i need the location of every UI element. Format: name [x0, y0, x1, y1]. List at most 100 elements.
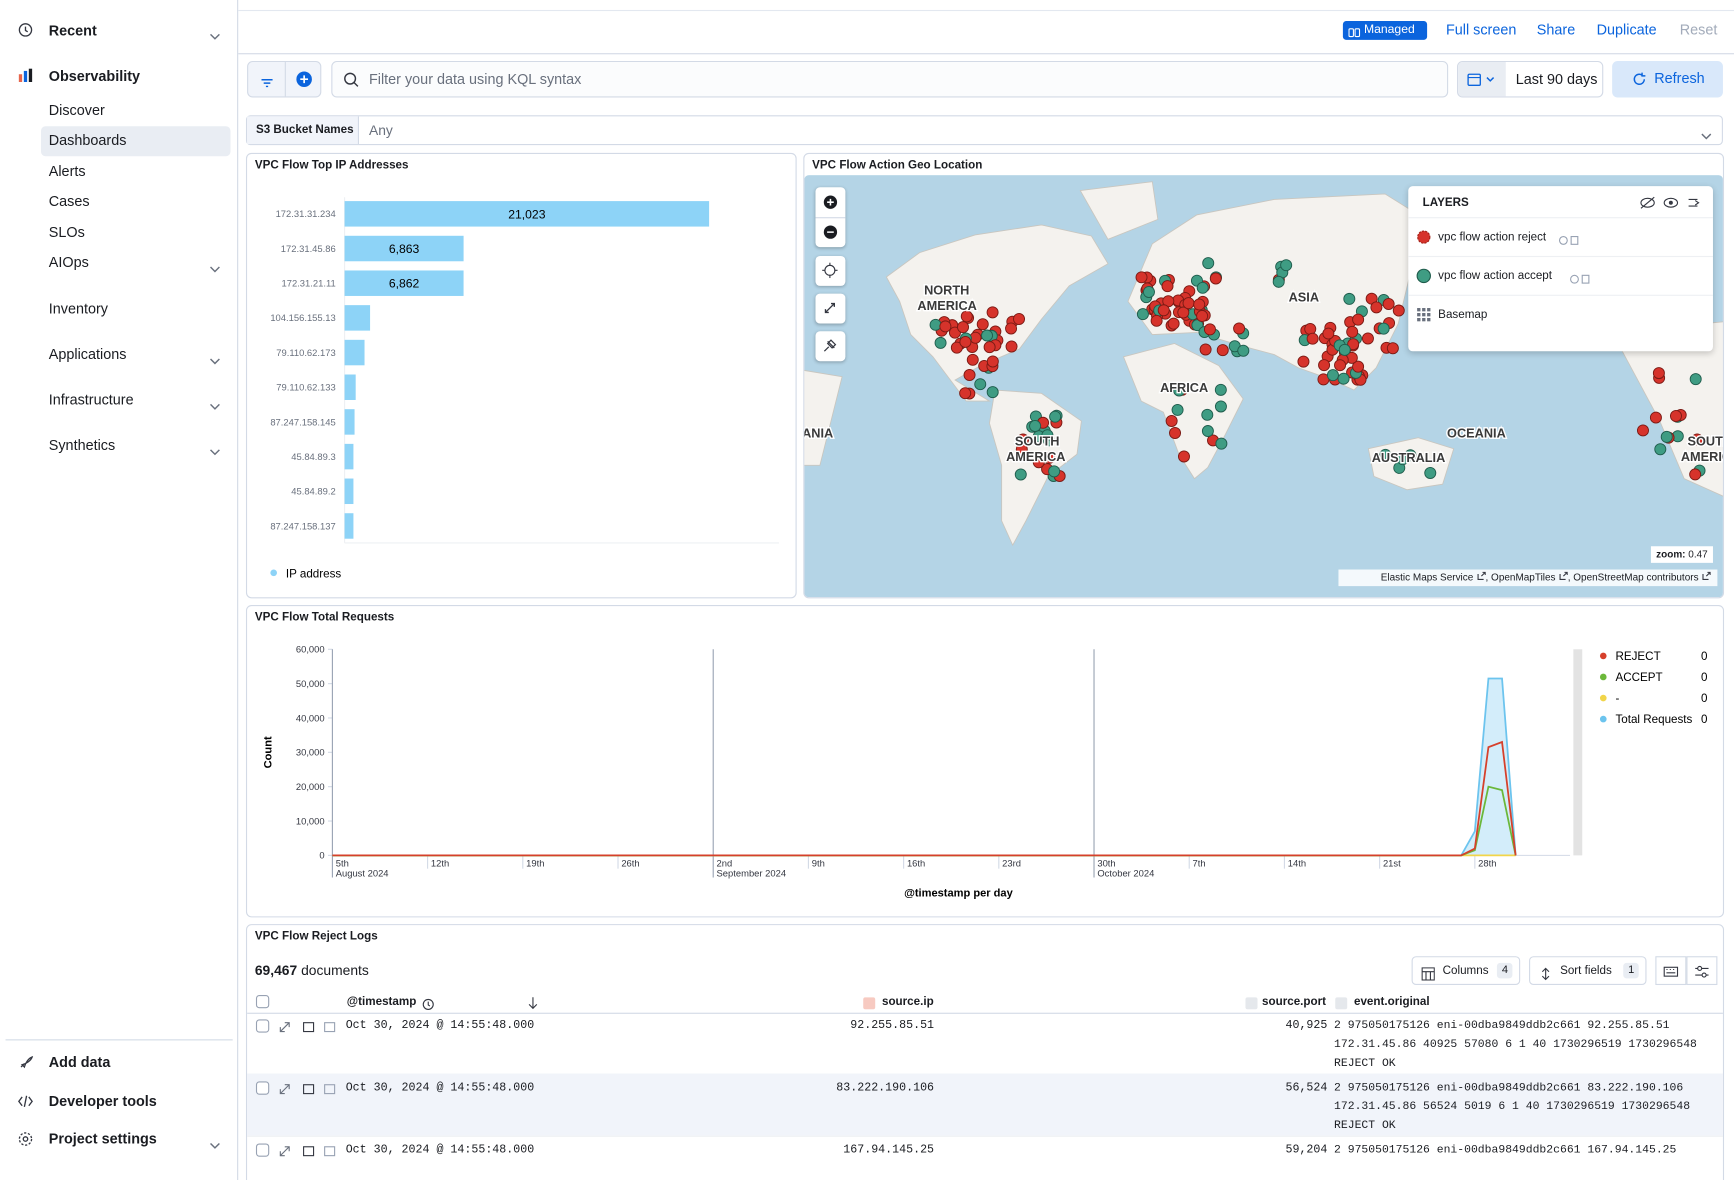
checkbox[interactable]	[255, 1143, 270, 1157]
attribution-link[interactable]: OpenStreetMap contributors	[1573, 571, 1699, 583]
attribution-link[interactable]: OpenMapTiles	[1491, 571, 1556, 583]
zoom-out	[823, 225, 838, 245]
nav-item[interactable]: AIOps	[48, 253, 89, 271]
search-icon-part	[344, 72, 359, 87]
cell-timestamp: Oct 30, 2024 @ 14:55:48.000	[345, 1081, 535, 1095]
options-control[interactable]: S3 Bucket Names Any	[245, 115, 1723, 146]
layer-icon-part	[1422, 313, 1426, 317]
map-control[interactable]	[815, 331, 846, 362]
footer-icon-part	[20, 1055, 34, 1069]
column-header[interactable]: event.original	[1353, 994, 1430, 1009]
nav-item[interactable]: Recent	[48, 22, 97, 39]
zoom-in-part	[827, 198, 834, 206]
search-icon-part	[344, 72, 357, 85]
layers-actions-part	[1663, 197, 1679, 208]
layer-icon-part	[1427, 308, 1431, 312]
nav-item[interactable]: Developer tools	[48, 1092, 157, 1110]
hit-count-value: 69,467	[254, 962, 298, 979]
nav-item[interactable]: Cases	[48, 192, 90, 210]
nav-item[interactable]: Inventory	[48, 300, 109, 317]
cell-source-ip: 83.222.190.106	[836, 1081, 935, 1095]
date-picker[interactable]: Last 90 days	[1457, 60, 1604, 98]
button-icon-part	[1421, 967, 1435, 981]
footer-icon-part	[18, 1095, 33, 1108]
chevron	[209, 1136, 220, 1149]
layer-name[interactable]: Basemap	[1438, 308, 1488, 322]
map-control[interactable]	[815, 187, 846, 248]
nav-item[interactable]: Observability	[48, 67, 141, 85]
nav-item[interactable]: SLOs	[48, 223, 85, 241]
chevron-part	[210, 449, 220, 456]
footer-icon	[18, 1055, 34, 1076]
table-icon-button[interactable]	[1655, 956, 1687, 986]
footer-icon-part	[18, 1132, 33, 1146]
chevron-part	[210, 1142, 220, 1149]
icon-part	[1663, 966, 1679, 977]
map-control[interactable]	[815, 255, 846, 286]
header-action[interactable]: Duplicate	[1596, 21, 1657, 38]
button-icon	[1421, 964, 1435, 991]
filter-icon-part	[261, 79, 273, 88]
nav-item[interactable]: Add data	[48, 1053, 111, 1071]
row-actions-part	[303, 1146, 315, 1157]
layer-meta-icons-part	[1570, 236, 1579, 245]
nav-item[interactable]: Discover	[48, 101, 105, 119]
row-highlight	[247, 1073, 1723, 1136]
column-header[interactable]: source.port	[1262, 994, 1327, 1009]
attribution-link[interactable]: Elastic Maps Service	[1380, 571, 1474, 583]
footer-icon-part	[18, 1132, 33, 1146]
nav-item[interactable]: Synthetics	[48, 436, 116, 454]
panel-title: VPC Flow Total Requests	[254, 610, 395, 624]
chevron-part	[210, 403, 220, 410]
header-action[interactable]: Reset	[1679, 21, 1718, 38]
map-tool-icon-part	[823, 339, 837, 352]
footer-icon	[18, 1094, 34, 1115]
layer-icon	[1416, 268, 1432, 289]
column-header[interactable]: @timestamp	[346, 994, 417, 1009]
table-button[interactable]: Columns 4	[1411, 956, 1521, 986]
checkbox[interactable]	[255, 994, 270, 1009]
row-actions-part	[279, 1146, 336, 1157]
chevron-part	[210, 403, 220, 410]
date-quick-menu	[1458, 62, 1506, 97]
external-icon-part	[1702, 571, 1711, 581]
nav-item[interactable]: Infrastructure	[48, 391, 134, 408]
nav-item[interactable]: Applications	[48, 345, 127, 363]
attribution: Elastic Maps Service, OpenMapTiles, Open…	[1338, 569, 1718, 587]
checkbox[interactable]	[255, 1019, 270, 1033]
layer-icon-part	[1427, 317, 1431, 322]
layer-icon-part	[1417, 308, 1431, 322]
layer-name[interactable]: vpc flow action accept	[1438, 269, 1552, 283]
layers-actions	[1640, 195, 1704, 215]
cell-event-original: 2 975050175126 eni-00dba9849ddb2c661 83.…	[1334, 1081, 1691, 1133]
header-action[interactable]: Share	[1536, 21, 1576, 38]
filter-buttons[interactable]	[247, 60, 322, 98]
header-action[interactable]: Full screen	[1445, 21, 1517, 38]
map-tool-icon-part	[822, 262, 838, 279]
table-icon-button[interactable]	[1686, 956, 1718, 986]
external-icon-part	[1702, 571, 1711, 581]
map-control[interactable]	[815, 293, 846, 324]
table-button[interactable]: Sort fields 1	[1529, 956, 1647, 986]
chevron-part	[210, 358, 220, 365]
cell-source-port: 59,204	[1285, 1143, 1328, 1157]
button-icon-part	[1422, 971, 1435, 981]
cell-timestamp: Oct 30, 2024 @ 14:55:48.000	[345, 1019, 535, 1033]
icon-part	[1666, 968, 1676, 974]
clock-icon-part	[427, 1001, 431, 1007]
map-tool-icon	[822, 262, 838, 284]
badge-icon-part	[1348, 28, 1361, 38]
row-actions-part	[324, 1084, 336, 1095]
column-header[interactable]: source.ip	[881, 994, 934, 1009]
clock-icon	[422, 996, 434, 1016]
zoom-in	[823, 195, 838, 215]
nav-item[interactable]: Dashboards	[48, 131, 127, 149]
checkbox[interactable]	[255, 1081, 270, 1095]
layer-name[interactable]: vpc flow action reject	[1438, 230, 1547, 244]
nav-item[interactable]: Alerts	[48, 162, 86, 180]
refresh-button[interactable]: Refresh	[1612, 60, 1723, 98]
nav-item[interactable]: Project settings	[48, 1130, 157, 1147]
search-input[interactable]: Filter your data using KQL syntax	[331, 60, 1449, 98]
row-actions-part	[303, 1084, 315, 1095]
